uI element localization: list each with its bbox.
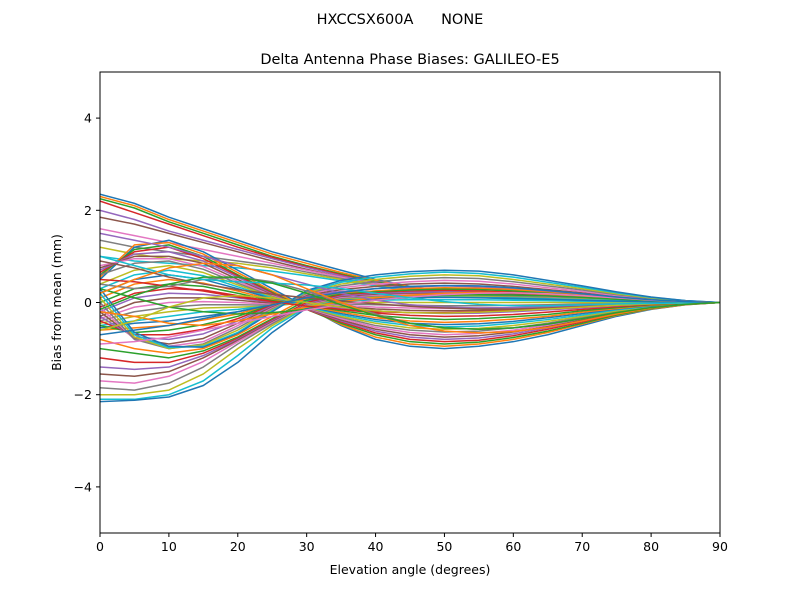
series-line-11 [100, 239, 720, 350]
series-layer [100, 193, 720, 403]
x-tick-label: 90 [712, 539, 728, 554]
y-tick-label: 4 [84, 111, 92, 126]
chart-title: Delta Antenna Phase Biases: GALILEO-E5 [260, 52, 559, 68]
series-line-40 [100, 271, 720, 349]
series-line-59 [100, 294, 720, 331]
x-tick-label: 30 [299, 539, 315, 554]
y-tick-label: 2 [84, 203, 92, 218]
series-line-60 [100, 255, 720, 307]
y-axis-label: Bias from mean (mm) [49, 234, 64, 371]
series-line-24 [100, 287, 720, 318]
series-line-19 [100, 264, 720, 330]
series-line-29 [100, 301, 720, 324]
x-tick-label: 70 [574, 539, 590, 554]
series-line-38 [100, 276, 720, 350]
y-tick-label: −2 [74, 387, 92, 402]
x-tick-label: 40 [368, 539, 384, 554]
x-tick-label: 20 [230, 539, 246, 554]
plot-frame [99, 71, 721, 534]
series-line-57 [100, 292, 720, 345]
series-line-61 [100, 284, 720, 336]
series-line-23 [100, 283, 720, 321]
tick-layer: 0 10 20 30 40 50 60 70 80 90 −4 −2 0 2 4 [74, 111, 728, 554]
x-tick-label: 0 [96, 539, 104, 554]
series-line-22 [100, 278, 720, 324]
x-axis-label: Elevation angle (degrees) [330, 562, 491, 577]
x-tick-label: 80 [643, 539, 659, 554]
series-line-39 [100, 274, 720, 350]
y-tick-label: 0 [84, 295, 92, 310]
x-tick-label: 50 [436, 539, 452, 554]
series-line-63 [100, 276, 720, 330]
series-line-37 [100, 279, 720, 348]
series-line-41 [100, 269, 720, 348]
x-tick-label: 10 [161, 539, 177, 554]
figure-suptitle: HXCCSX600A NONE [317, 12, 484, 28]
series-line-62 [100, 262, 720, 334]
y-tick-label: −4 [74, 479, 92, 494]
x-tick-label: 60 [505, 539, 521, 554]
